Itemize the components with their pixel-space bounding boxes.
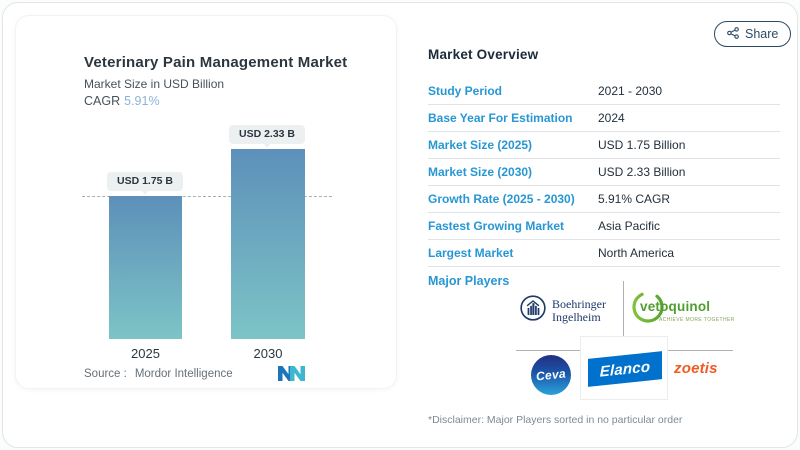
overview-table: Study Period 2021 - 2030 Base Year For E… (428, 78, 780, 267)
row-value: USD 1.75 Billion (598, 138, 686, 152)
share-button[interactable]: Share (714, 21, 792, 47)
chart-title: Veterinary Pain Management Market (84, 54, 348, 71)
row-label: Base Year For Estimation (428, 111, 573, 125)
share-icon (727, 26, 739, 42)
row-label: Study Period (428, 84, 503, 98)
row-label: Fastest Growing Market (428, 219, 565, 233)
bar-2030-value-label: USD 2.33 B (229, 124, 305, 148)
table-row-fastest-growing-market: Fastest Growing Market Asia Pacific (428, 213, 780, 240)
boehringer-emblem-icon (519, 294, 547, 327)
boehringer-wordmark: Boehringer Ingelheim (552, 296, 606, 324)
source-label: Source : (84, 368, 127, 380)
vetoquinol-swirl-icon (631, 288, 667, 331)
row-value: North America (598, 246, 675, 260)
table-row-largest-market: Largest Market North America (428, 240, 780, 267)
vetoquinol-logo: vetoquinol ACHIEVE MORE TOGETHER (631, 288, 735, 332)
bar-2030 (231, 148, 305, 339)
bar-2025-value-label: USD 1.75 B (107, 172, 183, 195)
elanco-band: Elanco (588, 351, 662, 387)
table-row-growth-rate: Growth Rate (2025 - 2030) 5.91% CAGR (428, 186, 780, 213)
row-value: 5.91% CAGR (598, 192, 671, 206)
mordor-intelligence-logo (278, 366, 305, 386)
chart-cagr: CAGR 5.91% (84, 94, 160, 108)
row-value: Asia Pacific (598, 219, 661, 233)
table-row-market-size-2025: Market Size (2025) USD 1.75 Billion (428, 132, 780, 159)
row-label: Growth Rate (2025 - 2030) (428, 192, 575, 206)
bar-2025 (109, 196, 182, 339)
row-value: USD 2.33 Billion (598, 165, 686, 179)
table-row-study-period: Study Period 2021 - 2030 (428, 78, 780, 105)
row-value: 2024 (598, 111, 625, 125)
row-label: Largest Market (428, 246, 514, 260)
row-value: 2021 - 2030 (598, 84, 663, 98)
row-label: Market Size (2030) (428, 165, 533, 179)
table-row-market-size-2030: Market Size (2030) USD 2.33 Billion (428, 159, 780, 186)
players-grid-vertical-divider (623, 281, 624, 336)
chart-subtitle: Market Size in USD Billion (84, 77, 225, 91)
ceva-wordmark: Ceva (535, 366, 567, 384)
x-axis-label-2025: 2025 (131, 346, 160, 361)
source-attribution: Source : Mordor Intelligence (84, 368, 233, 380)
ceva-logo: Ceva (531, 355, 571, 395)
elanco-logo: Elanco (580, 336, 668, 400)
elanco-wordmark: Elanco (599, 357, 651, 381)
vetoquinol-tagline: ACHIEVE MORE TOGETHER (659, 317, 735, 323)
x-axis-label-2030: 2030 (253, 346, 283, 361)
chart-card: Veterinary Pain Management Market Market… (15, 15, 397, 389)
table-row-base-year: Base Year For Estimation 2024 (428, 105, 780, 132)
source-value: Mordor Intelligence (134, 368, 233, 380)
vetoquinol-wordmark: vetoquinol (640, 299, 711, 314)
row-label: Market Size (2025) (428, 138, 533, 152)
major-players-label: Major Players (428, 274, 510, 288)
zoetis-logo: zoetis (674, 360, 718, 377)
disclaimer-text: *Disclaimer: Major Players sorted in no … (428, 414, 683, 426)
boehringer-ingelheim-logo: Boehringer Ingelheim (519, 294, 606, 327)
share-button-label: Share (745, 27, 779, 41)
cagr-value: 5.91% (124, 94, 160, 108)
overview-heading: Market Overview (428, 47, 539, 62)
cagr-label: CAGR (84, 94, 121, 108)
baseline-dashed-line (82, 196, 332, 197)
